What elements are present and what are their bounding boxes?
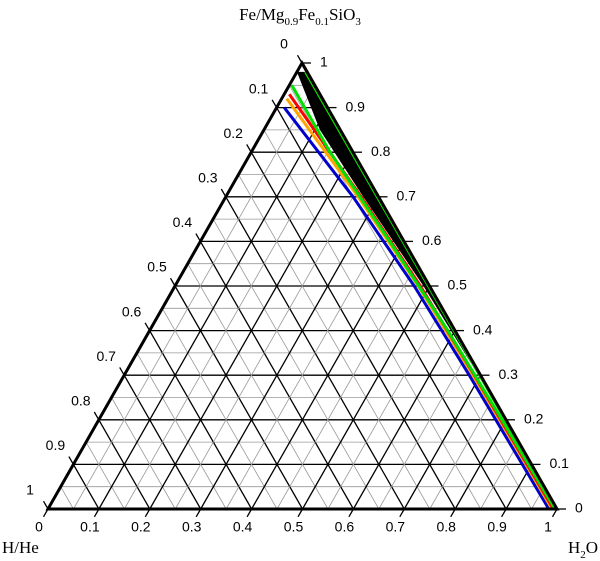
title-part: 0.9 — [284, 16, 298, 28]
title-part: H — [568, 538, 580, 557]
tick-label: 0.2 — [131, 519, 151, 535]
band-area — [296, 71, 479, 376]
tick-label: 1 — [544, 519, 552, 535]
minor-grid-line — [212, 218, 380, 510]
tick-mark — [220, 188, 227, 198]
minor-grid-line — [263, 129, 481, 510]
grid-line — [454, 419, 507, 510]
tick-mark — [195, 508, 202, 518]
grid-line — [352, 330, 456, 510]
tick-label: 0 — [35, 519, 43, 535]
tick-label: 0.3 — [182, 519, 202, 535]
tick-mark — [297, 508, 304, 518]
tick-mark — [399, 508, 405, 518]
tick-label: 0.6 — [335, 519, 355, 535]
tick-mark — [348, 508, 354, 518]
hhe-axis-title: H/He — [2, 538, 39, 557]
tick-label: 0.7 — [96, 348, 116, 364]
tick-label: 0.1 — [550, 455, 570, 471]
tick-mark — [246, 508, 253, 518]
tick-label: 0.8 — [436, 519, 456, 535]
tick-label: 0 — [575, 500, 583, 516]
tick-mark — [42, 508, 49, 518]
fe-axis-title: Fe/Mg0.9Fe0.1SiO3 — [239, 5, 361, 28]
water-axis-title: H2O — [568, 538, 598, 561]
title-part: 3 — [355, 16, 361, 28]
grid-line — [98, 107, 329, 510]
tick-mark — [93, 508, 100, 518]
title-part: O — [586, 538, 598, 557]
series-line — [290, 84, 557, 510]
tick-label: 0.5 — [448, 277, 468, 293]
title-part: Fe/Mg — [239, 5, 285, 24]
minor-grid-line — [161, 308, 278, 510]
tick-label: 0.4 — [173, 214, 193, 230]
tick-label: 0.2 — [223, 125, 243, 141]
minor-grid-line — [238, 174, 431, 510]
tick-mark — [450, 508, 456, 518]
minor-grid-line — [187, 263, 329, 510]
tick-mark — [68, 456, 74, 465]
minor-grid-line — [73, 85, 316, 510]
tick-mark — [271, 99, 278, 108]
title-part: SiO — [329, 5, 355, 24]
title-part: H/He — [2, 538, 39, 557]
minor-grid-line — [378, 352, 469, 510]
minor-grid-line — [429, 397, 494, 510]
grid-line — [149, 151, 354, 510]
tick-label: 0.6 — [422, 232, 442, 248]
tick-label: 0.1 — [80, 519, 100, 535]
tick-mark — [169, 277, 176, 287]
tick-label: 0.9 — [487, 519, 507, 535]
tick-label: 0.5 — [147, 259, 167, 275]
tick-mark — [144, 508, 151, 518]
tick-label: 0.9 — [346, 98, 366, 114]
minor-grid-line — [60, 486, 74, 510]
tick-label: 0.3 — [198, 170, 218, 186]
tick-label: 0.1 — [249, 80, 269, 96]
minor-grid-line — [111, 397, 176, 510]
tick-label: 0.8 — [71, 393, 91, 409]
minor-grid-line — [288, 85, 532, 510]
title-part: Fe — [298, 5, 315, 24]
tick-mark — [551, 508, 558, 518]
minor-grid-line — [327, 308, 443, 510]
tick-label: 0 — [280, 36, 288, 52]
series-line — [283, 106, 551, 510]
tick-label: 0.8 — [371, 143, 391, 159]
minor-grid-line — [276, 263, 418, 510]
grid-line — [251, 241, 405, 510]
tick-label: 0.6 — [122, 303, 142, 319]
minor-grid-line — [124, 129, 341, 510]
grid-line — [301, 285, 431, 510]
tick-mark — [42, 500, 49, 510]
tick-label: 0.5 — [284, 519, 304, 535]
tick-label: 0.4 — [473, 321, 493, 337]
minor-grid-line — [136, 352, 227, 510]
minor-grid-line — [85, 441, 125, 510]
tick-mark — [246, 144, 252, 153]
tick-mark — [93, 411, 100, 421]
tick-label: 1 — [320, 54, 328, 70]
tick-label: 0.7 — [386, 519, 406, 535]
tick-label: 0.3 — [499, 366, 519, 382]
title-part: 0.1 — [315, 16, 329, 28]
tick-label: 0.2 — [524, 411, 544, 427]
minor-grid-line — [480, 441, 520, 510]
title-part: 2 — [580, 549, 586, 561]
tick-label: 0.7 — [397, 188, 417, 204]
tick-mark — [501, 508, 507, 518]
tick-mark — [195, 233, 201, 242]
minor-grid-line — [225, 218, 392, 510]
tick-label: 0.4 — [233, 519, 253, 535]
tick-mark — [119, 367, 125, 376]
tick-label: 0.9 — [46, 437, 66, 453]
tick-mark — [296, 54, 303, 64]
tick-label: 1 — [26, 482, 34, 498]
grid-line — [403, 374, 482, 510]
grid-line — [200, 196, 380, 510]
minor-grid-line — [174, 174, 367, 510]
tick-mark — [144, 322, 151, 331]
